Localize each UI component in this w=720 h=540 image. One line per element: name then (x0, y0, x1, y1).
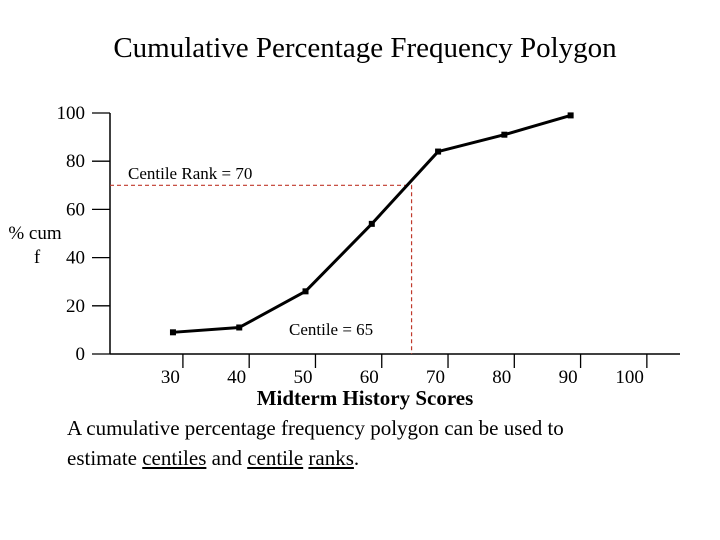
caption-text: estimate (67, 446, 143, 470)
y-tick-label: 0 (76, 344, 86, 365)
x-tick-label: 50 (293, 367, 312, 388)
caption-line-2: estimate centiles and centile ranks. (67, 443, 667, 473)
centile-rank-label: Centile Rank = 70 (128, 164, 252, 183)
data-point (435, 148, 442, 155)
data-point (368, 220, 375, 227)
x-tick-label: 70 (426, 367, 445, 388)
y-tick-label: 40 (66, 248, 85, 269)
term-ranks: ranks (308, 446, 354, 470)
y-tick-label: 80 (66, 151, 85, 172)
y-tick-label: 100 (57, 103, 86, 124)
caption-text: and (206, 446, 248, 470)
caption-line-1: A cumulative percentage frequency polygo… (67, 416, 564, 440)
chart-title: Cumulative Percentage Frequency Polygon (113, 32, 617, 64)
data-point (501, 131, 508, 138)
data-point (236, 324, 243, 331)
x-tick-label: 40 (227, 367, 246, 388)
y-axis-title-line1: % cum (8, 223, 62, 244)
x-tick-label: 60 (360, 367, 379, 388)
x-tick-label: 30 (161, 367, 180, 388)
chart: Cumulative Percentage Frequency Polygon … (8, 32, 680, 410)
term-centiles: centiles (142, 446, 207, 470)
x-tick-label: 90 (559, 367, 578, 388)
series-cumulative (169, 112, 574, 336)
y-tick-label: 20 (66, 296, 85, 317)
x-tick-label: 80 (492, 367, 511, 388)
centile-guides (110, 184, 413, 354)
term-centile: centile (247, 446, 304, 470)
y-tick-label: 60 (66, 199, 85, 220)
data-point (302, 288, 309, 295)
x-tick-label: 100 (615, 367, 644, 388)
data-point (567, 112, 574, 119)
y-axis-title-line2: f (34, 247, 41, 268)
caption: A cumulative percentage frequency polygo… (67, 413, 667, 473)
caption-text: . (353, 446, 360, 470)
x-axis-title: Midterm History Scores (257, 386, 474, 410)
data-point (169, 329, 176, 336)
centile-label: Centile = 65 (289, 320, 373, 339)
